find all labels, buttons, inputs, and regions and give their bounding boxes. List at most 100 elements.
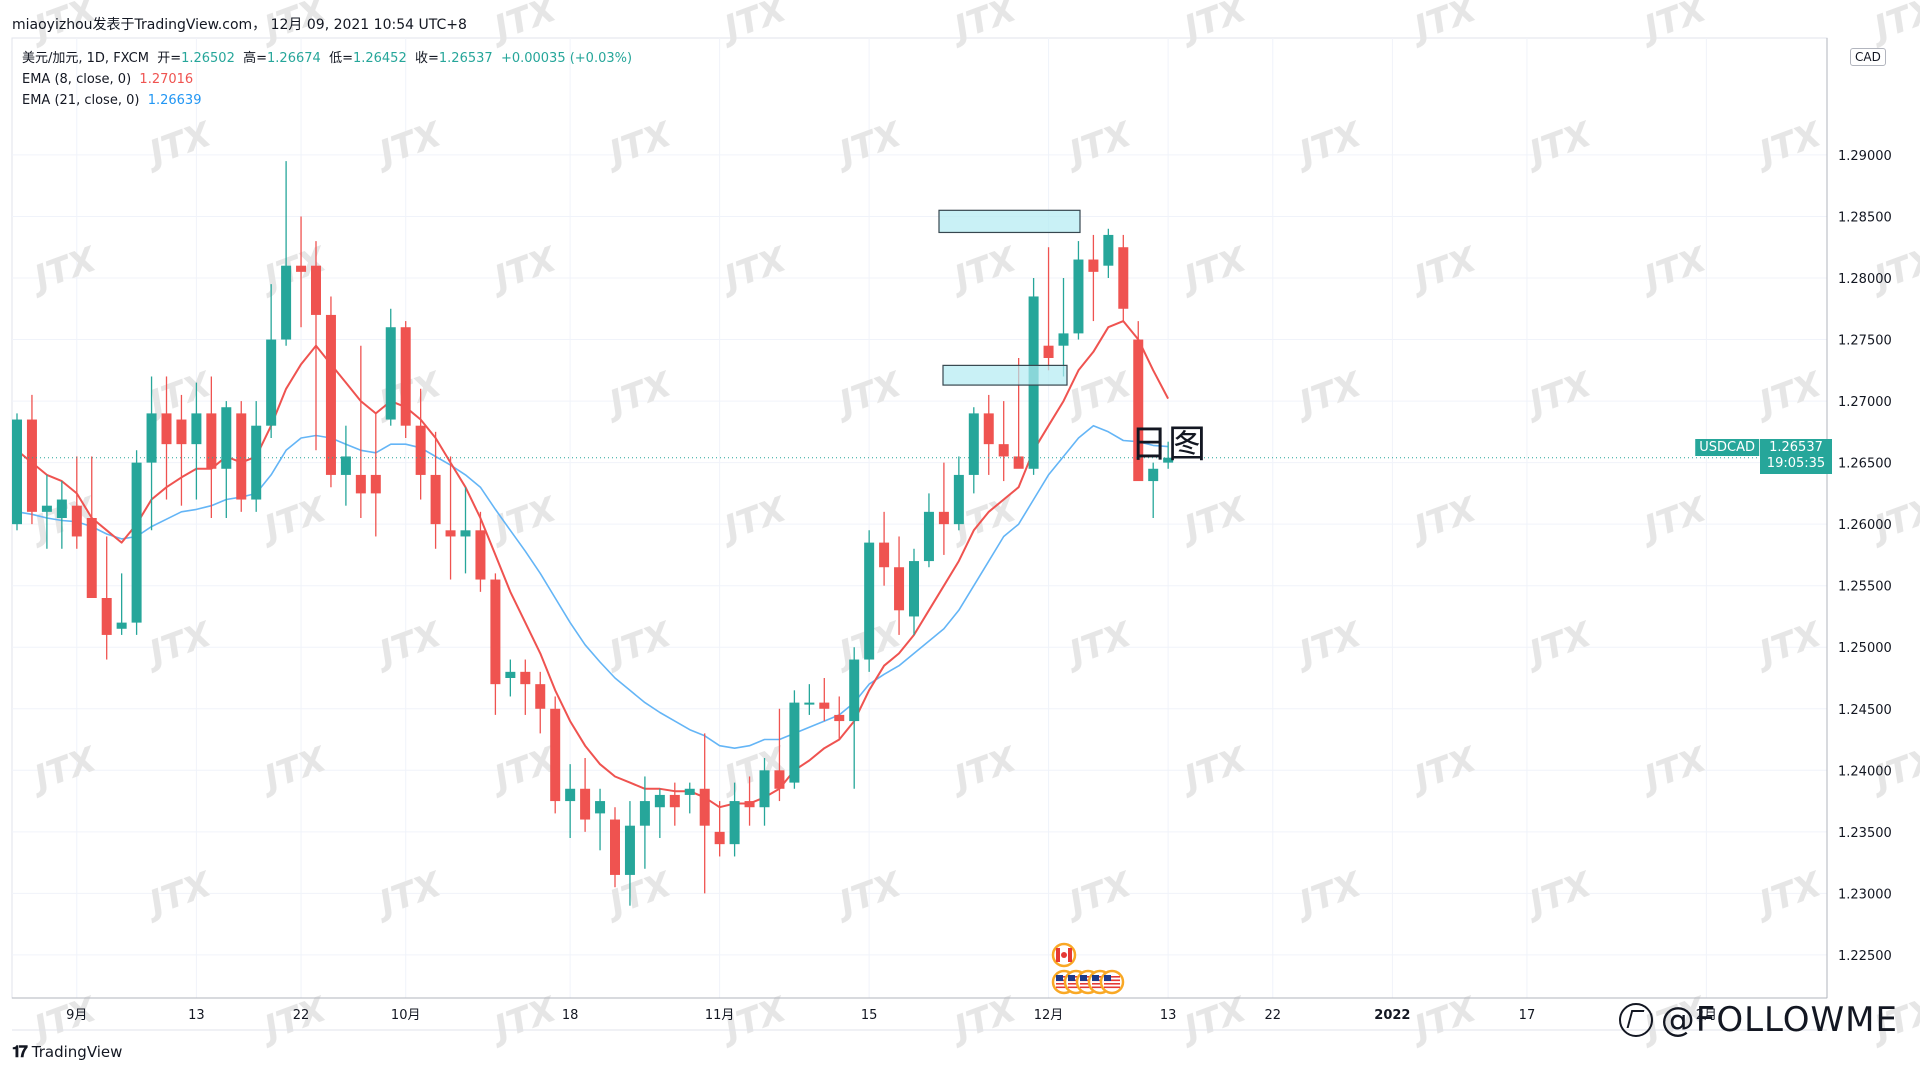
- candle[interactable]: [1148, 462, 1159, 518]
- tradingview-brand[interactable]: 𝟏𝟕 TradingView: [12, 1042, 122, 1062]
- candle[interactable]: [101, 536, 112, 660]
- candle[interactable]: [938, 462, 949, 555]
- candle-body: [281, 265, 292, 340]
- candle[interactable]: [864, 530, 875, 672]
- watermark-text: JTX: [714, 489, 793, 550]
- candle[interactable]: [26, 394, 37, 525]
- candle[interactable]: [490, 573, 501, 715]
- candle[interactable]: [505, 659, 516, 697]
- candle[interactable]: [12, 413, 22, 531]
- candle[interactable]: [923, 493, 934, 568]
- legend-ema21-row[interactable]: EMA (21, close, 0) 1.26639: [22, 90, 632, 111]
- candle[interactable]: [759, 758, 770, 826]
- resistance-box[interactable]: [938, 209, 1081, 234]
- candle[interactable]: [86, 456, 97, 598]
- symbol-label[interactable]: 美元/加元, 1D, FXCM: [22, 51, 149, 66]
- candle[interactable]: [1103, 228, 1114, 278]
- candle[interactable]: [983, 394, 994, 475]
- candle[interactable]: [953, 456, 964, 531]
- candle[interactable]: [699, 733, 710, 894]
- candles-layer[interactable]: [12, 161, 1174, 906]
- candle[interactable]: [41, 474, 52, 549]
- chart-note-text[interactable]: 日图: [1130, 422, 1207, 466]
- candle-body: [654, 794, 665, 808]
- candle[interactable]: [729, 782, 740, 857]
- candle[interactable]: [236, 401, 247, 512]
- candle[interactable]: [744, 776, 755, 826]
- candle[interactable]: [146, 376, 157, 531]
- candle[interactable]: [684, 782, 695, 814]
- candle[interactable]: [520, 659, 531, 715]
- candle[interactable]: [535, 671, 546, 734]
- candle[interactable]: [550, 696, 561, 814]
- candle[interactable]: [415, 388, 426, 500]
- candle[interactable]: [340, 425, 351, 506]
- candle[interactable]: [1163, 441, 1174, 469]
- candle[interactable]: [595, 788, 606, 851]
- candle[interactable]: [789, 690, 800, 789]
- candle[interactable]: [400, 321, 411, 438]
- candle[interactable]: [849, 647, 860, 789]
- usa-flag-icon[interactable]: [1099, 969, 1125, 995]
- candle[interactable]: [370, 413, 381, 537]
- candle[interactable]: [161, 376, 172, 500]
- candle[interactable]: [1088, 234, 1099, 322]
- drawing-boxes[interactable]: [938, 209, 1081, 386]
- candle[interactable]: [266, 284, 277, 438]
- candle[interactable]: [296, 216, 307, 328]
- candle[interactable]: [879, 511, 890, 586]
- event-flags[interactable]: [1051, 942, 1125, 995]
- candle[interactable]: [1073, 241, 1084, 340]
- candle[interactable]: [1058, 278, 1069, 377]
- candle[interactable]: [430, 431, 441, 549]
- canada-flag-icon[interactable]: [1051, 942, 1077, 968]
- candle-body: [1163, 457, 1174, 463]
- candle[interactable]: [1118, 234, 1129, 322]
- candle-body: [819, 702, 830, 709]
- candle[interactable]: [654, 788, 665, 838]
- candle[interactable]: [325, 296, 336, 488]
- candle[interactable]: [714, 801, 725, 857]
- candle[interactable]: [968, 407, 979, 494]
- candle[interactable]: [355, 345, 366, 518]
- candle-body: [714, 831, 725, 845]
- candle[interactable]: [1133, 321, 1144, 482]
- candle[interactable]: [819, 678, 830, 722]
- candle[interactable]: [176, 394, 187, 506]
- candle[interactable]: [580, 758, 591, 832]
- candle[interactable]: [56, 481, 67, 549]
- candle[interactable]: [1043, 247, 1054, 371]
- candle[interactable]: [71, 456, 82, 549]
- candle[interactable]: [894, 536, 905, 635]
- candle[interactable]: [116, 573, 127, 635]
- candle[interactable]: [998, 401, 1009, 482]
- candle[interactable]: [206, 376, 217, 518]
- candle[interactable]: [385, 308, 396, 426]
- candle[interactable]: [131, 450, 142, 635]
- candle-body: [505, 671, 516, 678]
- currency-button[interactable]: CAD: [1850, 48, 1886, 66]
- candle[interactable]: [610, 807, 620, 888]
- candle[interactable]: [565, 764, 576, 838]
- candle-body: [445, 530, 456, 537]
- candle[interactable]: [624, 801, 635, 906]
- candle[interactable]: [460, 487, 471, 574]
- legend-ema8-row[interactable]: EMA (8, close, 0) 1.27016: [22, 69, 632, 90]
- candle[interactable]: [281, 161, 292, 346]
- candle[interactable]: [445, 456, 456, 580]
- candle[interactable]: [311, 241, 321, 451]
- candle[interactable]: [191, 382, 202, 500]
- candle[interactable]: [221, 401, 232, 518]
- candle[interactable]: [669, 782, 680, 826]
- watermark-text: JTX: [1519, 864, 1598, 925]
- candle[interactable]: [475, 511, 486, 592]
- candle[interactable]: [639, 776, 650, 869]
- candle[interactable]: [804, 684, 815, 715]
- candle[interactable]: [909, 548, 919, 635]
- watermark-text: JTX: [139, 614, 218, 675]
- candle[interactable]: [251, 401, 262, 512]
- candle[interactable]: [834, 696, 845, 740]
- candle[interactable]: [774, 708, 785, 802]
- support-box[interactable]: [942, 364, 1068, 386]
